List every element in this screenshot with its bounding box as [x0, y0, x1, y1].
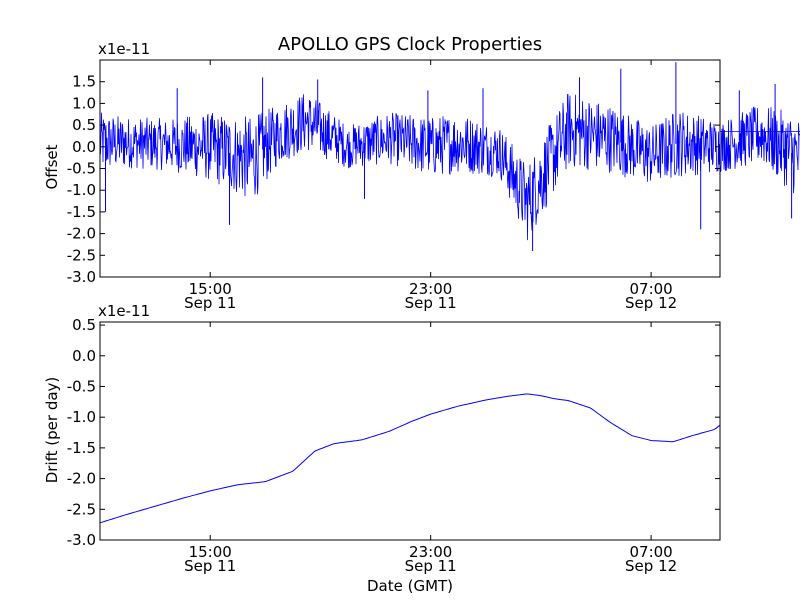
offset-scale-label: x1e-11 [98, 40, 150, 58]
drift-xtick-date-label: Sep 11 [184, 557, 236, 575]
drift-xtick-date-label: Sep 11 [405, 557, 457, 575]
offset-ytick-label: -2.5 [67, 246, 96, 264]
offset-xtick-time-label: 23:00 [409, 280, 452, 298]
drift-series-line [99, 393, 721, 524]
drift-ytick-label: -1.5 [67, 439, 96, 457]
offset-xtick-time-label: 15:00 [189, 280, 232, 298]
drift-xtick-date-label: Sep 12 [625, 557, 677, 575]
drift-series [99, 393, 721, 524]
offset-panel: x1e-11 Offset -3.0 -2.5 -2.0 -1.5 -1.0 -0.5 0.… [43, 40, 800, 312]
offset-ytick-label: -1.0 [67, 181, 96, 199]
drift-ytick-label: 0.0 [72, 347, 96, 365]
offset-ytick-label: 1.5 [72, 73, 96, 91]
offset-ytick-label: -3.0 [67, 268, 96, 286]
drift-xtick-time-label: 07:00 [629, 543, 672, 561]
figure-title: APOLLO GPS Clock Properties [278, 34, 542, 55]
offset-y-axis-label: Offset [43, 144, 61, 189]
offset-ytick-label: -0.5 [67, 160, 96, 178]
drift-panel: x1e-11 Drift (per day) -3.0 -2.5 -2.0 -1.5 -… [43, 302, 721, 575]
offset-series-line [99, 94, 800, 241]
x-axis-label: Date (GMT) [367, 577, 453, 595]
drift-ytick-label: 0.5 [72, 316, 96, 334]
drift-ytick-label: -3.0 [67, 531, 96, 549]
drift-xtick-time-label: 23:00 [409, 543, 452, 561]
offset-ytick-label: -1.5 [67, 203, 96, 221]
offset-xtick-date-label: Sep 11 [184, 294, 236, 312]
offset-axes: -3.0 -2.5 -2.0 -1.5 -1.0 -0.5 0.0 0.5 1.0 1.5 15:0… [67, 59, 721, 312]
offset-series [99, 62, 800, 251]
offset-xtick-time-label: 07:00 [629, 280, 672, 298]
drift-scale-label: x1e-11 [98, 302, 150, 320]
drift-ytick-label: -0.5 [67, 377, 96, 395]
drift-xtick-time-label: 15:00 [189, 543, 232, 561]
offset-ytick-label: 1.0 [72, 94, 96, 112]
offset-xtick-date-label: Sep 12 [625, 294, 677, 312]
offset-ytick-label: 0.5 [72, 116, 96, 134]
drift-ytick-label: -2.5 [67, 500, 96, 518]
drift-plot-frame [99, 321, 721, 541]
offset-ytick-label: -2.0 [67, 225, 96, 243]
drift-y-axis-label: Drift (per day) [43, 377, 61, 484]
offset-xtick-date-label: Sep 11 [405, 294, 457, 312]
offset-ytick-label: 0.0 [72, 138, 96, 156]
drift-ytick-label: -1.0 [67, 408, 96, 426]
drift-ytick-label: -2.0 [67, 470, 96, 488]
